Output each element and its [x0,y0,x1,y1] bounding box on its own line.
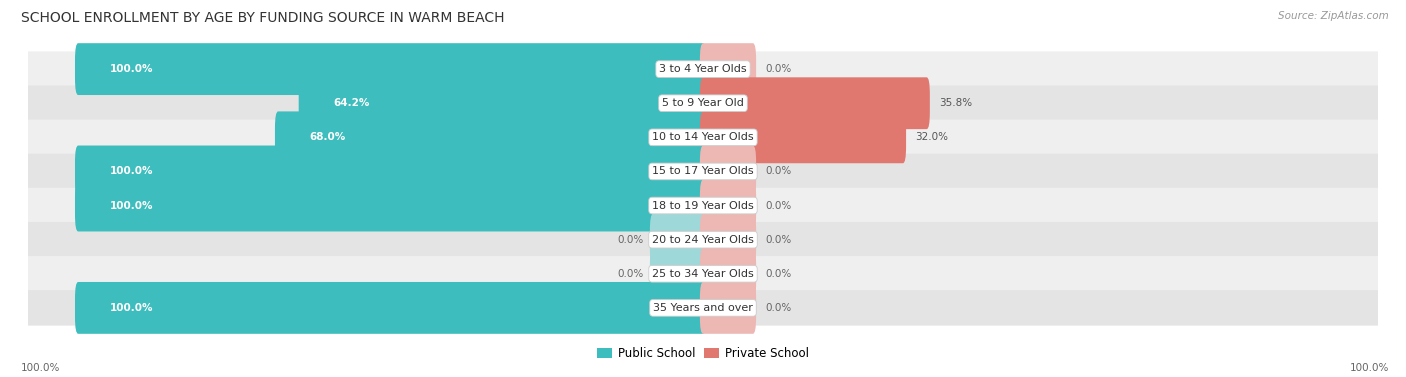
Text: 0.0%: 0.0% [765,303,792,313]
FancyBboxPatch shape [700,146,756,198]
FancyBboxPatch shape [700,214,756,265]
Text: Source: ZipAtlas.com: Source: ZipAtlas.com [1278,11,1389,21]
FancyBboxPatch shape [700,179,756,231]
FancyBboxPatch shape [276,112,706,163]
FancyBboxPatch shape [28,120,1378,155]
Text: 100.0%: 100.0% [110,64,153,74]
FancyBboxPatch shape [75,43,706,95]
Text: 0.0%: 0.0% [765,64,792,74]
FancyBboxPatch shape [28,51,1378,87]
FancyBboxPatch shape [75,179,706,231]
Text: 68.0%: 68.0% [309,132,346,143]
FancyBboxPatch shape [650,214,706,265]
Text: SCHOOL ENROLLMENT BY AGE BY FUNDING SOURCE IN WARM BEACH: SCHOOL ENROLLMENT BY AGE BY FUNDING SOUR… [21,11,505,25]
FancyBboxPatch shape [28,154,1378,189]
Text: 0.0%: 0.0% [765,166,792,176]
Text: 0.0%: 0.0% [765,269,792,279]
Text: 0.0%: 0.0% [617,269,644,279]
Text: 35.8%: 35.8% [939,98,973,108]
Text: 100.0%: 100.0% [110,166,153,176]
Text: 3 to 4 Year Olds: 3 to 4 Year Olds [659,64,747,74]
FancyBboxPatch shape [75,282,706,334]
FancyBboxPatch shape [28,222,1378,257]
FancyBboxPatch shape [700,282,756,334]
Text: 100.0%: 100.0% [1350,363,1389,373]
Text: 64.2%: 64.2% [333,98,370,108]
FancyBboxPatch shape [298,77,706,129]
Text: 100.0%: 100.0% [110,303,153,313]
Text: 0.0%: 0.0% [617,234,644,245]
Text: 100.0%: 100.0% [21,363,60,373]
Text: 18 to 19 Year Olds: 18 to 19 Year Olds [652,201,754,211]
FancyBboxPatch shape [700,112,905,163]
FancyBboxPatch shape [28,290,1378,326]
Text: 35 Years and over: 35 Years and over [652,303,754,313]
FancyBboxPatch shape [28,188,1378,223]
FancyBboxPatch shape [650,248,706,300]
Text: 5 to 9 Year Old: 5 to 9 Year Old [662,98,744,108]
Text: 10 to 14 Year Olds: 10 to 14 Year Olds [652,132,754,143]
Text: 25 to 34 Year Olds: 25 to 34 Year Olds [652,269,754,279]
Text: 0.0%: 0.0% [765,201,792,211]
Text: 20 to 24 Year Olds: 20 to 24 Year Olds [652,234,754,245]
FancyBboxPatch shape [28,256,1378,291]
FancyBboxPatch shape [75,146,706,198]
Legend: Public School, Private School: Public School, Private School [598,347,808,360]
Text: 0.0%: 0.0% [765,234,792,245]
FancyBboxPatch shape [700,77,929,129]
Text: 15 to 17 Year Olds: 15 to 17 Year Olds [652,166,754,176]
FancyBboxPatch shape [700,43,756,95]
FancyBboxPatch shape [28,86,1378,121]
FancyBboxPatch shape [700,248,756,300]
Text: 100.0%: 100.0% [110,201,153,211]
Text: 32.0%: 32.0% [915,132,949,143]
